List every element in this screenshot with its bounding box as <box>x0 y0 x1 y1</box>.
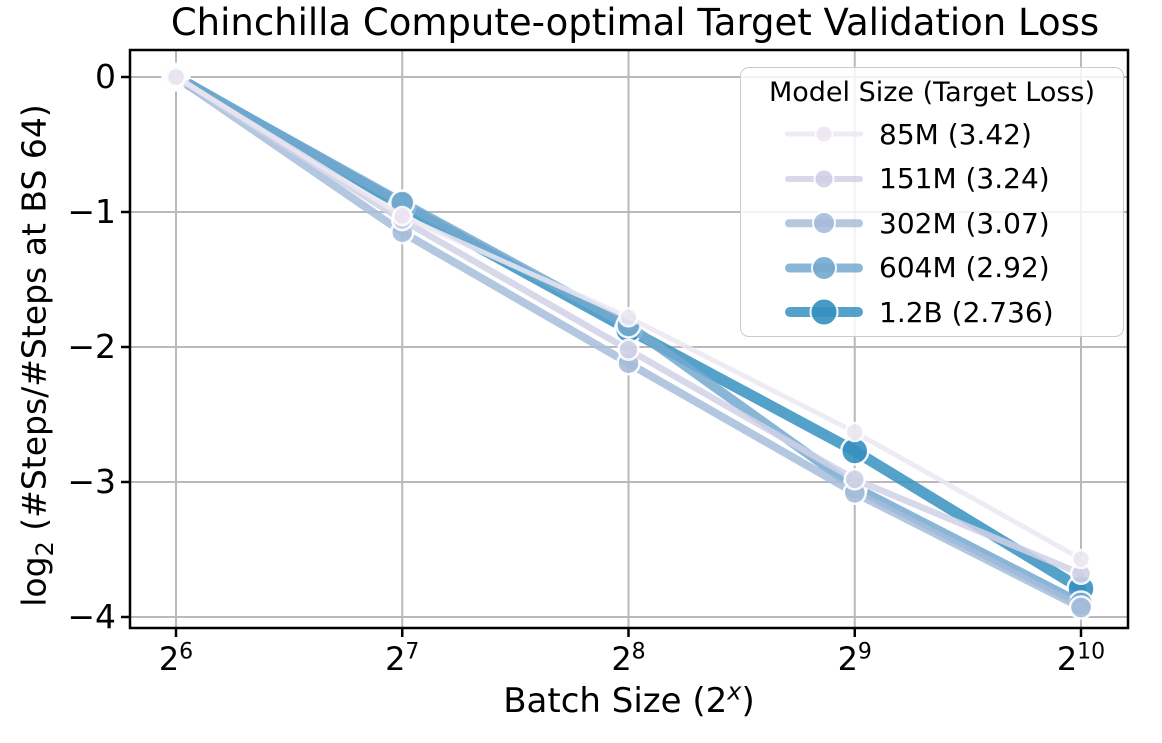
data-point-85M <box>618 307 639 328</box>
x-axis-label-suffix: ) <box>741 681 755 721</box>
x-axis-label-exponent: x <box>727 677 742 706</box>
legend-line-marker-swatch <box>785 116 863 152</box>
y-tick-label: 0 <box>95 57 116 96</box>
legend-item: 1.2B (2.736) <box>741 290 1123 335</box>
legend-item: 604M (2.92) <box>741 246 1123 291</box>
legend-line-marker-swatch <box>785 161 863 197</box>
data-point-151M <box>617 338 640 361</box>
data-point-85M <box>844 421 865 443</box>
legend-line-marker-swatch <box>785 205 863 241</box>
x-tick-label: 210 <box>1056 639 1106 678</box>
legend-item: 85M (3.42) <box>741 112 1123 157</box>
x-tick-label: 28 <box>611 639 646 678</box>
legend-line-marker-swatch <box>785 294 863 330</box>
y-axis-label-subscript: 2 <box>31 541 60 557</box>
y-tick-label: −4 <box>67 597 116 636</box>
data-point-85M <box>392 205 413 227</box>
data-point-85M <box>1070 548 1092 570</box>
x-tick-label: 26 <box>158 639 194 678</box>
legend-item-label: 151M (3.24) <box>879 162 1050 196</box>
legend-marker-icon <box>811 254 837 281</box>
legend-item: 302M (3.07) <box>741 201 1123 246</box>
legend-item-label: 604M (2.92) <box>879 251 1050 285</box>
legend-marker-icon <box>809 297 839 327</box>
y-tick-label: −2 <box>67 327 116 366</box>
x-tick-label: 27 <box>385 639 420 678</box>
x-axis-label-text: Batch Size (2 <box>503 681 728 721</box>
legend-line-marker-swatch <box>785 250 863 286</box>
data-point-85M <box>165 66 187 88</box>
data-point-302M <box>1068 595 1094 620</box>
legend-item-label: 302M (3.07) <box>879 206 1050 240</box>
chart-title: Chinchilla Compute-optimal Target Valida… <box>170 1 1100 44</box>
legend-item: 151M (3.24) <box>741 157 1123 202</box>
legend-marker-icon <box>812 211 836 236</box>
legend-marker-icon <box>813 168 835 190</box>
legend-title: Model Size (Target Loss) <box>768 77 1096 108</box>
axes-spines <box>128 48 1130 630</box>
legend: Model Size (Target Loss) 85M (3.42) 151M… <box>740 67 1124 337</box>
legend-item-label: 1.2B (2.736) <box>879 295 1054 329</box>
legend-marker-icon <box>814 124 834 144</box>
data-point-151M <box>843 468 866 491</box>
x-axis-label: Batch Size (2x) <box>130 677 1128 721</box>
x-tick-label: 29 <box>837 639 872 678</box>
y-tick-label: −3 <box>67 462 116 501</box>
legend-item-label: 85M (3.42) <box>879 117 1032 151</box>
y-tick-label: −1 <box>67 192 116 231</box>
